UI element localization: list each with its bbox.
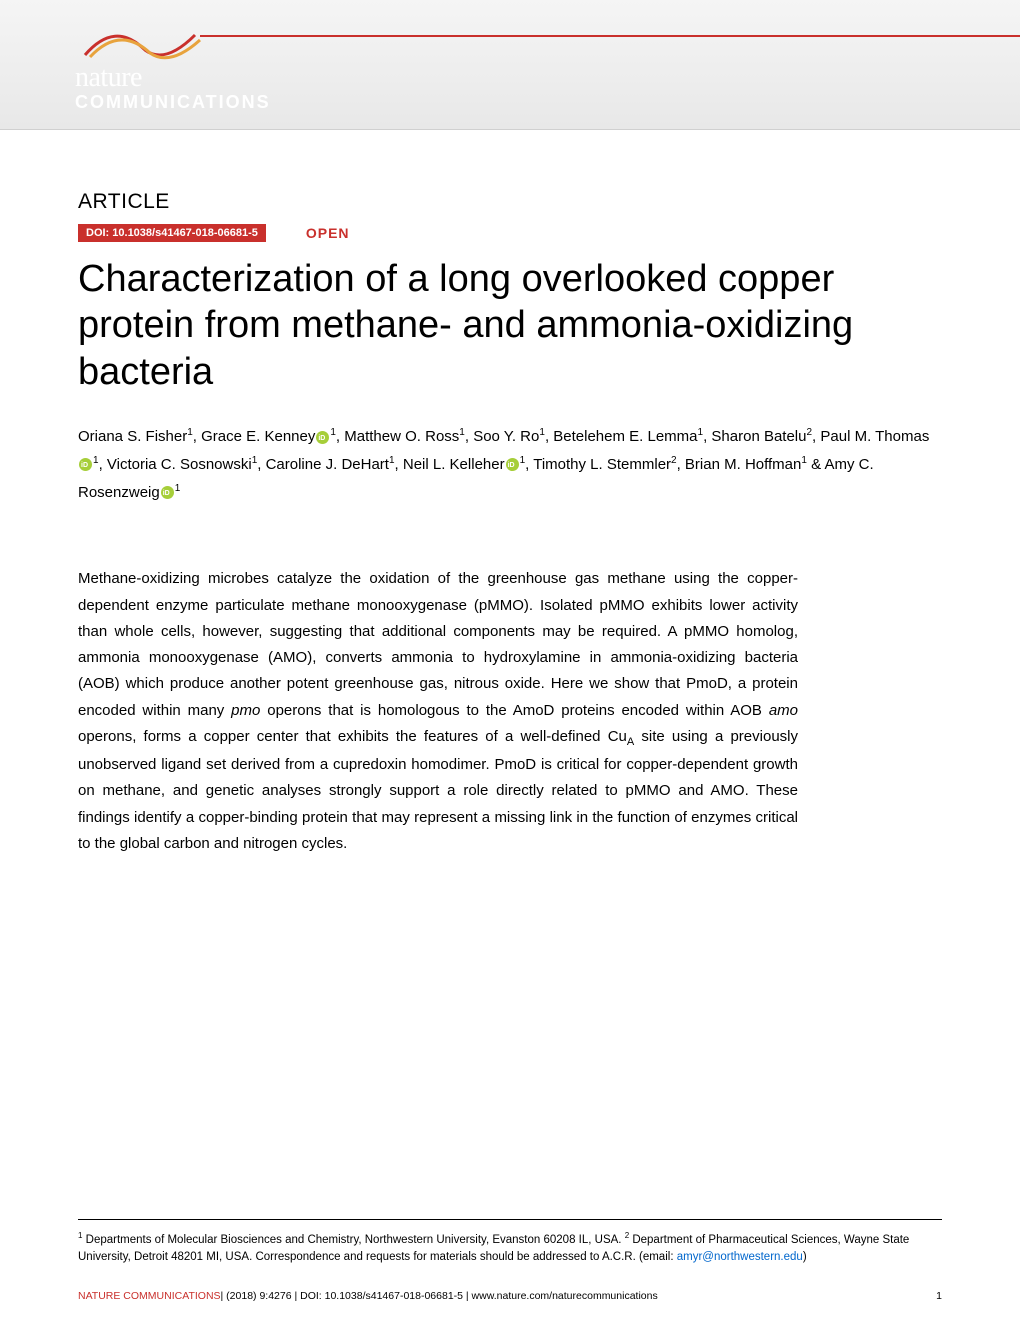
orcid-icon[interactable] — [506, 458, 519, 471]
doi-badge: DOI: 10.1038/s41467-018-06681-5 — [78, 224, 266, 242]
affiliations: 1 Departments of Molecular Biosciences a… — [78, 1219, 942, 1266]
affiliation-closing: ) — [803, 1251, 807, 1263]
footer-citation: NATURE COMMUNICATIONS| (2018) 9:4276 | D… — [78, 1290, 658, 1302]
logo-swoosh-icon — [75, 15, 255, 65]
abstract: Methane-oxidizing microbes catalyze the … — [78, 566, 798, 857]
footer-citation-text: | (2018) 9:4276 | DOI: 10.1038/s41467-01… — [221, 1290, 658, 1302]
orcid-icon[interactable] — [79, 458, 92, 471]
page-footer: 1 Departments of Molecular Biosciences a… — [78, 1219, 942, 1302]
author-list: Oriana S. Fisher1, Grace E. Kenney1, Mat… — [78, 423, 942, 506]
orcid-icon[interactable] — [161, 486, 174, 499]
article-title: Characterization of a long overlooked co… — [78, 256, 942, 395]
header-divider — [200, 35, 1020, 37]
journal-logo: nature COMMUNICATIONS — [75, 15, 275, 113]
section-label: ARTICLE — [78, 190, 942, 214]
page-number: 1 — [936, 1290, 942, 1302]
orcid-icon[interactable] — [316, 431, 329, 444]
journal-header: nature COMMUNICATIONS — [0, 0, 1020, 130]
logo-text-communications: COMMUNICATIONS — [75, 92, 275, 113]
footer-citation-row: NATURE COMMUNICATIONS| (2018) 9:4276 | D… — [78, 1290, 942, 1302]
open-access-label: OPEN — [306, 225, 350, 241]
logo-text-nature: nature — [75, 62, 275, 94]
correspondence-email[interactable]: amyr@northwestern.edu — [677, 1251, 803, 1263]
article-content: ARTICLE DOI: 10.1038/s41467-018-06681-5 … — [0, 130, 1020, 857]
footer-journal-name: NATURE COMMUNICATIONS — [78, 1290, 221, 1302]
doi-row: DOI: 10.1038/s41467-018-06681-5 OPEN — [78, 224, 942, 242]
